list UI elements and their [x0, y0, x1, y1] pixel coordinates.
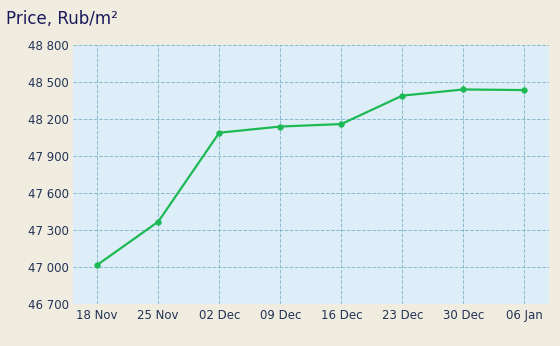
Text: Price, Rub/m²: Price, Rub/m²	[6, 10, 118, 28]
